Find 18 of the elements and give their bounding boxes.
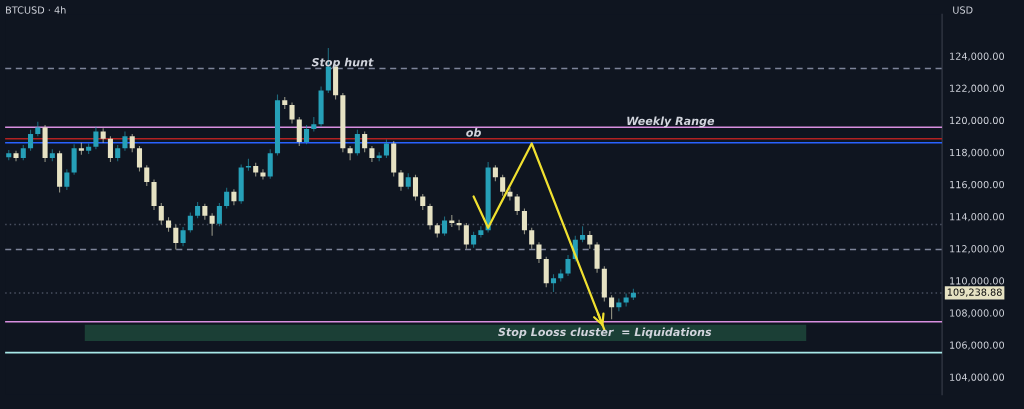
y-axis-title: USD bbox=[953, 6, 973, 14]
ref-line-label: 109,238.88 bbox=[947, 288, 1002, 297]
y-tick-label: 116,000.00 bbox=[950, 180, 1005, 190]
y-tick-label: 112,000.00 bbox=[950, 245, 1005, 254]
chart-title: BTCUSD · 4h bbox=[6, 6, 66, 14]
y-tick-label: 120,000.00 bbox=[950, 116, 1005, 126]
ref-line-label: Weekly Range bbox=[627, 116, 715, 128]
y-tick-label: 114,000.00 bbox=[950, 213, 1005, 222]
band-label: Stop Looss cluster = Liquidations bbox=[498, 327, 712, 339]
ref-line-label: Stop hunt bbox=[311, 57, 374, 69]
y-tick-label: 124,000.00 bbox=[950, 52, 1005, 61]
y-tick-label: 118,000.00 bbox=[950, 148, 1005, 158]
y-tick-label: 106,000.00 bbox=[950, 341, 1005, 350]
y-tick-label: 104,000.00 bbox=[950, 373, 1005, 382]
y-tick-label: 108,000.00 bbox=[950, 309, 1005, 318]
ref-line-label: ob bbox=[466, 128, 481, 137]
y-tick-label: 122,000.00 bbox=[950, 84, 1005, 93]
y-tick-label: 110,000.00 bbox=[950, 277, 1005, 286]
